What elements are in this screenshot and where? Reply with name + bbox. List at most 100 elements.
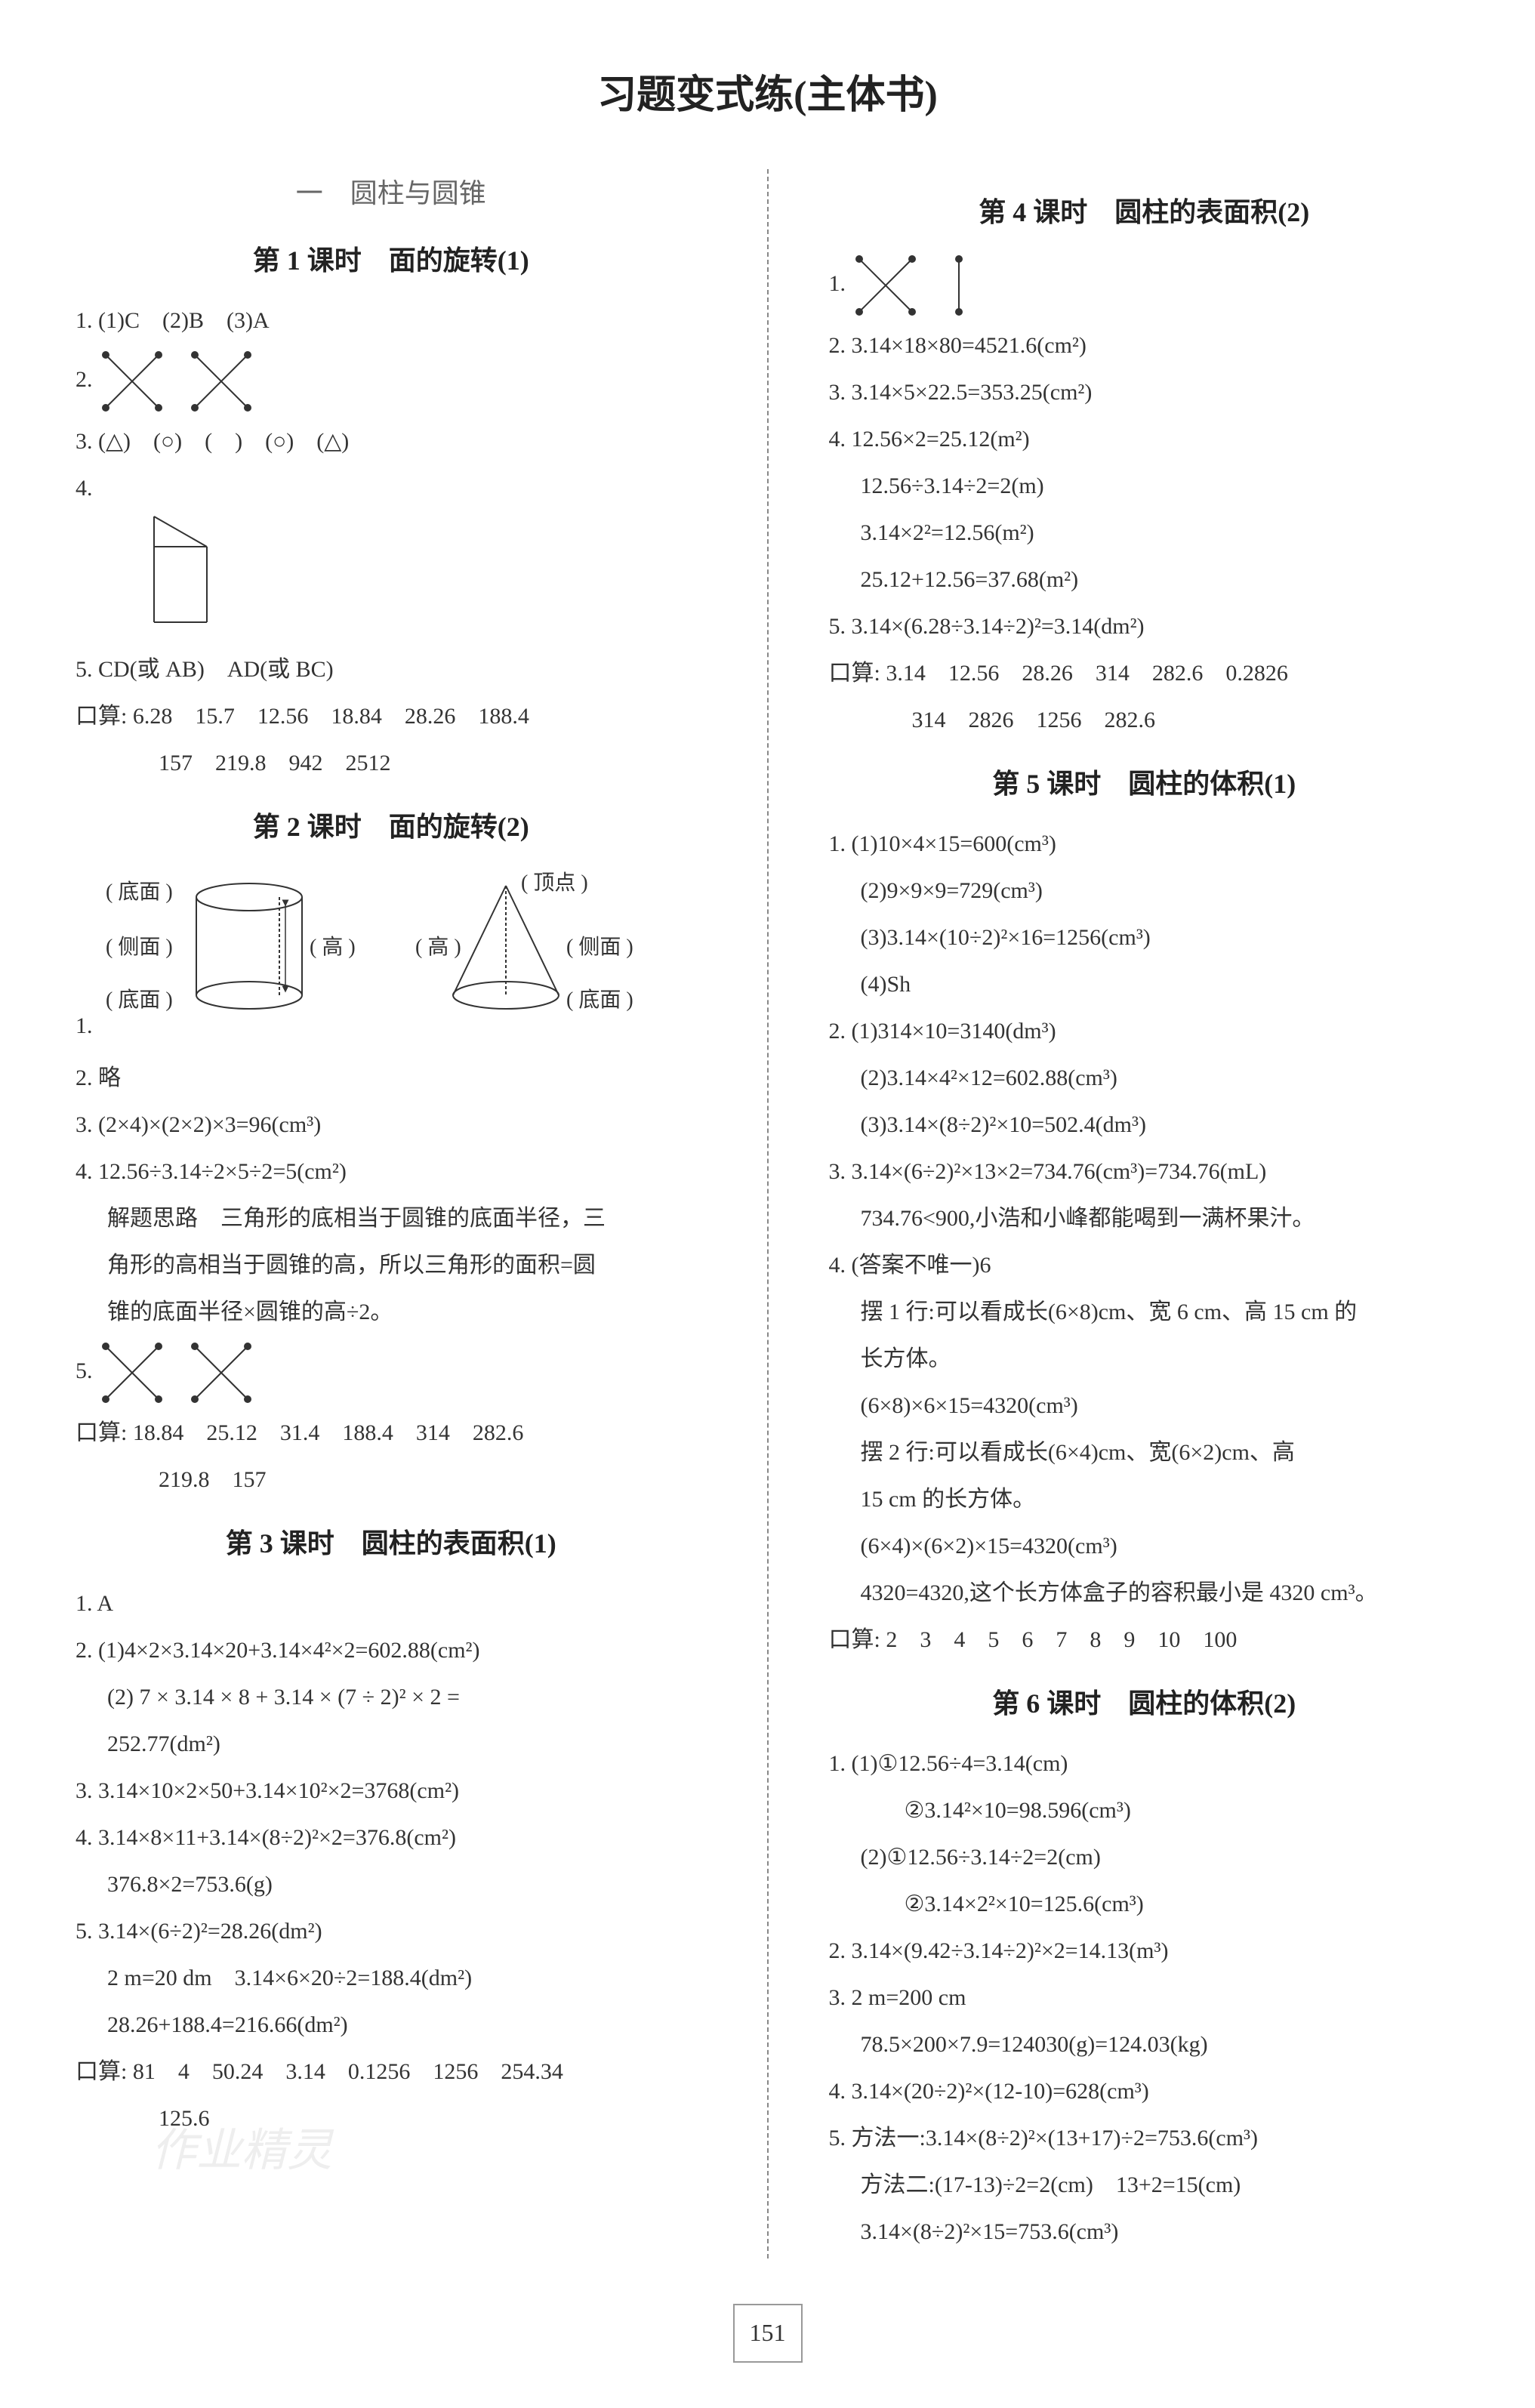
line-diagram <box>940 251 978 319</box>
lesson3-kousuan: 口算: 81 4 50.24 3.14 0.1256 1256 254.34 <box>76 2052 707 2092</box>
svg-text:( 底面 ): ( 底面 ) <box>106 880 173 904</box>
svg-text:( 底面 ): ( 底面 ) <box>106 988 173 1012</box>
lesson1-kousuan2: 157 219.8 942 2512 <box>76 743 707 784</box>
lesson2-item2: 2. 略 <box>76 1058 707 1099</box>
main-title: 习题变式练(主体书) <box>76 60 1459 131</box>
lesson6-item2: 2. 3.14×(9.42÷3.14÷2)²×2=14.13(m³) <box>829 1931 1460 1972</box>
lesson6-item5c: 3.14×(8÷2)²×15=753.6(cm³) <box>829 2212 1460 2252</box>
svg-text:( 高 ): ( 高 ) <box>310 935 356 959</box>
lesson6-item1d: ②3.14×2²×10=125.6(cm³) <box>829 1884 1460 1925</box>
lesson5-item4d: (6×8)×6×15=4320(cm³) <box>829 1386 1460 1426</box>
lesson3-item5a: 5. 3.14×(6÷2)²=28.26(dm²) <box>76 1911 707 1952</box>
content-wrapper: 一 圆柱与圆锥 第 1 课时 面的旋转(1) 1. (1)C (2)B (3)A… <box>76 169 1459 2258</box>
lesson4-kousuan2: 314 2826 1256 282.6 <box>829 700 1460 741</box>
cross-diagram-5 <box>852 251 920 319</box>
lesson1-title: 第 1 课时 面的旋转(1) <box>76 236 707 285</box>
lesson2-item4-exp1: 解题思路 三角形的底相当于圆锥的底面半径，三 <box>76 1198 707 1239</box>
lesson5-item1d: (4)Sh <box>829 964 1460 1005</box>
lesson5-item2b: (2)3.14×4²×12=602.88(cm³) <box>829 1058 1460 1099</box>
lesson2-kousuan: 口算: 18.84 25.12 31.4 188.4 314 282.6 <box>76 1413 707 1454</box>
lesson2-item4-exp2: 角形的高相当于圆锥的高，所以三角形的面积=圆 <box>76 1245 707 1286</box>
lesson5-title: 第 5 课时 圆柱的体积(1) <box>829 760 1460 809</box>
left-column: 一 圆柱与圆锥 第 1 课时 面的旋转(1) 1. (1)C (2)B (3)A… <box>76 169 707 2258</box>
lesson4-item2: 2. 3.14×18×80=4521.6(cm²) <box>829 325 1460 366</box>
svg-text:( 侧面 ): ( 侧面 ) <box>106 935 173 959</box>
lesson4-item5: 5. 3.14×(6.28÷3.14÷2)²=3.14(dm²) <box>829 606 1460 647</box>
lesson3-item1: 1. A <box>76 1583 707 1624</box>
lesson5-kousuan: 口算: 2 3 4 5 6 7 8 9 10 100 <box>829 1620 1460 1660</box>
lesson6-item1c: (2)①12.56÷3.14÷2=2(cm) <box>829 1837 1460 1878</box>
lesson5-item4a: 4. (答案不唯一)6 <box>829 1245 1460 1286</box>
lesson3-item5b: 2 m=20 dm 3.14×6×20÷2=188.4(dm²) <box>76 1958 707 1999</box>
lesson6-item4: 4. 3.14×(20÷2)²×(12-10)=628(cm³) <box>829 2071 1460 2112</box>
lesson5-item4b: 摆 1 行:可以看成长(6×8)cm、宽 6 cm、高 15 cm 的 <box>829 1292 1460 1333</box>
lesson3-item2a: 2. (1)4×2×3.14×20+3.14×4²×2=602.88(cm²) <box>76 1630 707 1671</box>
lesson2-item5-label: 5. <box>76 1358 93 1383</box>
lesson1-kousuan: 口算: 6.28 15.7 12.56 18.84 28.26 188.4 <box>76 696 707 737</box>
lesson1-item2: 2. <box>76 347 707 415</box>
lesson5-item1c: (3)3.14×(10÷2)²×16=1256(cm³) <box>829 917 1460 958</box>
cross-diagram-2 <box>187 347 255 415</box>
lesson5-item4g: (6×4)×(6×2)×15=4320(cm³) <box>829 1526 1460 1567</box>
lesson1-item3: 3. (△) (○) ( ) (○) (△) <box>76 421 707 462</box>
right-column: 第 4 课时 圆柱的表面积(2) 1. 2. 3.14×18×80=4521.6… <box>829 169 1460 2258</box>
lesson3-item4b: 376.8×2=753.6(g) <box>76 1864 707 1905</box>
lesson2-item5: 5. <box>76 1339 707 1407</box>
lesson2-item4: 4. 12.56÷3.14÷2×5÷2=5(cm²) <box>76 1152 707 1192</box>
lesson3-title: 第 3 课时 圆柱的表面积(1) <box>76 1519 707 1568</box>
cross-diagram-4 <box>187 1339 255 1407</box>
lesson1-item4-label: 4. <box>76 476 93 501</box>
lesson3-item3: 3. 3.14×10×2×50+3.14×10²×2=3768(cm²) <box>76 1771 707 1811</box>
lesson2-title: 第 2 课时 面的旋转(2) <box>76 803 707 852</box>
lesson3-item2b: (2) 7 × 3.14 × 8 + 3.14 × (7 ÷ 2)² × 2 = <box>76 1677 707 1718</box>
lesson1-item2-label: 2. <box>76 367 93 392</box>
lesson6-item5a: 5. 方法一:3.14×(8÷2)²×(13+17)÷2=753.6(cm³) <box>829 2118 1460 2159</box>
lesson5-item1b: (2)9×9×9=729(cm³) <box>829 871 1460 911</box>
lesson5-item1a: 1. (1)10×4×15=600(cm³) <box>829 824 1460 865</box>
lesson4-item1-label: 1. <box>829 271 846 296</box>
shape-diagram-4 <box>139 509 230 630</box>
lesson5-item3b: 734.76<900,小浩和小峰都能喝到一满杯果汁。 <box>829 1198 1460 1239</box>
cross-diagram-1 <box>98 347 166 415</box>
lesson5-item2a: 2. (1)314×10=3140(dm³) <box>829 1011 1460 1052</box>
lesson4-title: 第 4 课时 圆柱的表面积(2) <box>829 188 1460 237</box>
cross-diagram-3 <box>98 1339 166 1407</box>
lesson3-item2c: 252.77(dm²) <box>76 1724 707 1765</box>
lesson2-kousuan2: 219.8 157 <box>76 1460 707 1500</box>
lesson3-item5c: 28.26+188.4=216.66(dm²) <box>76 2005 707 2046</box>
lesson3-item4a: 4. 3.14×8×11+3.14×(8÷2)²×2=376.8(cm²) <box>76 1818 707 1858</box>
lesson5-item4e: 摆 2 行:可以看成长(6×4)cm、宽(6×2)cm、高 <box>829 1432 1460 1473</box>
lesson4-item4d: 25.12+12.56=37.68(m²) <box>829 560 1460 600</box>
lesson5-item3a: 3. 3.14×(6÷2)²×13×2=734.76(cm³)=734.76(m… <box>829 1152 1460 1192</box>
cylinder-cone-diagram: ( 底面 ) ( 侧面 ) ( 底面 ) ( 高 ) ( 顶点 ) ( 高 ) … <box>98 867 664 1033</box>
lesson1-item1: 1. (1)C (2)B (3)A <box>76 301 707 341</box>
lesson4-item4a: 4. 12.56×2=25.12(m²) <box>829 419 1460 460</box>
lesson6-item3b: 78.5×200×7.9=124030(g)=124.03(kg) <box>829 2024 1460 2065</box>
lesson3-kousuan2: 125.6 <box>76 2098 707 2139</box>
lesson2-item1: 1. ( 底面 ) ( 侧面 ) ( 底面 ) ( 高 ) ( 顶点 ) <box>76 867 707 1047</box>
lesson4-item1: 1. <box>829 251 1460 319</box>
lesson2-item1-label: 1. <box>76 1013 93 1038</box>
lesson2-item3: 3. (2×4)×(2×2)×3=96(cm³) <box>76 1105 707 1145</box>
lesson4-item3: 3. 3.14×5×22.5=353.25(cm²) <box>829 372 1460 413</box>
lesson6-item5b: 方法二:(17-13)÷2=2(cm) 13+2=15(cm) <box>829 2165 1460 2206</box>
page-number: 151 <box>733 2304 803 2363</box>
lesson5-item4c: 长方体。 <box>829 1339 1460 1380</box>
column-divider <box>767 169 769 2258</box>
lesson5-item4f: 15 cm 的长方体。 <box>829 1479 1460 1520</box>
page-number-container: 151 <box>76 2304 1459 2363</box>
lesson4-item4c: 3.14×2²=12.56(m²) <box>829 513 1460 553</box>
lesson1-item5: 5. CD(或 AB) AD(或 BC) <box>76 649 707 690</box>
svg-text:( 顶点 ): ( 顶点 ) <box>521 871 588 895</box>
lesson4-item4b: 12.56÷3.14÷2=2(m) <box>829 466 1460 507</box>
lesson4-kousuan: 口算: 3.14 12.56 28.26 314 282.6 0.2826 <box>829 653 1460 694</box>
lesson6-item1a: 1. (1)①12.56÷4=3.14(cm) <box>829 1744 1460 1784</box>
lesson5-item4h: 4320=4320,这个长方体盒子的容积最小是 4320 cm³。 <box>829 1573 1460 1614</box>
chapter-title: 一 圆柱与圆锥 <box>76 169 707 218</box>
lesson6-title: 第 6 课时 圆柱的体积(2) <box>829 1679 1460 1728</box>
lesson1-item4: 4. <box>76 468 707 643</box>
svg-text:( 底面 ): ( 底面 ) <box>566 988 633 1012</box>
lesson5-item2c: (3)3.14×(8÷2)²×10=502.4(dm³) <box>829 1105 1460 1145</box>
lesson6-item1b: ②3.14²×10=98.596(cm³) <box>829 1790 1460 1831</box>
svg-text:( 高 ): ( 高 ) <box>415 935 461 959</box>
